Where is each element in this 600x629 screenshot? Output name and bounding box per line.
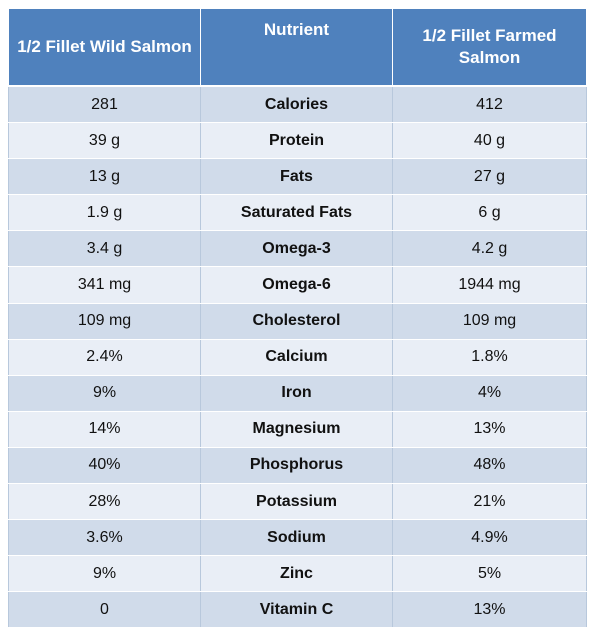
table-row: 3.6% Sodium 4.9% [8, 519, 587, 557]
wild-salmon-value: 0 [8, 591, 201, 629]
table-row: 39 g Protein 40 g [8, 122, 587, 160]
wild-salmon-value: 9% [8, 555, 201, 593]
farmed-salmon-value: 13% [392, 410, 587, 448]
farmed-salmon-value: 1.8% [392, 338, 587, 376]
wild-salmon-value: 3.6% [8, 519, 201, 557]
nutrient-name: Sodium [200, 519, 393, 557]
table-row: 2.4% Calcium 1.8% [8, 338, 587, 376]
table-row: 14% Magnesium 13% [8, 410, 587, 448]
nutrient-name: Cholesterol [200, 302, 393, 340]
wild-salmon-value: 40% [8, 446, 201, 485]
nutrient-name: Calories [200, 85, 393, 124]
table-header: 1/2 Fillet Wild Salmon Nutrient 1/2 Fill… [8, 8, 587, 87]
wild-salmon-value: 281 [8, 85, 201, 124]
wild-salmon-value: 341 mg [8, 266, 201, 304]
table-row: 28% Potassium 21% [8, 483, 587, 521]
farmed-salmon-value: 4% [392, 374, 587, 412]
wild-salmon-value: 13 g [8, 158, 201, 196]
farmed-salmon-value: 13% [392, 591, 587, 629]
farmed-salmon-value: 4.2 g [392, 230, 587, 268]
table-row: 40% Phosphorus 48% [8, 446, 587, 485]
header-wild-salmon: 1/2 Fillet Wild Salmon [8, 8, 201, 87]
table-row: 281 Calories 412 [8, 85, 587, 124]
nutrient-name: Zinc [200, 555, 393, 593]
farmed-salmon-value: 1944 mg [392, 266, 587, 304]
farmed-salmon-value: 5% [392, 555, 587, 593]
farmed-salmon-value: 6 g [392, 194, 587, 232]
header-farmed-salmon: 1/2 Fillet Farmed Salmon [392, 8, 587, 87]
nutrient-name: Omega-6 [200, 266, 393, 304]
header-nutrient: Nutrient [200, 8, 393, 87]
wild-salmon-value: 9% [8, 374, 201, 412]
nutrient-name: Saturated Fats [200, 194, 393, 232]
nutrient-name: Fats [200, 158, 393, 196]
nutrition-comparison-table: 1/2 Fillet Wild Salmon Nutrient 1/2 Fill… [8, 8, 587, 629]
table-row: 13 g Fats 27 g [8, 158, 587, 196]
nutrient-name: Magnesium [200, 410, 393, 448]
wild-salmon-value: 14% [8, 410, 201, 448]
wild-salmon-value: 28% [8, 483, 201, 521]
nutrient-name: Phosphorus [200, 446, 393, 485]
table-row: 1.9 g Saturated Fats 6 g [8, 194, 587, 232]
wild-salmon-value: 3.4 g [8, 230, 201, 268]
table-row: 109 mg Cholesterol 109 mg [8, 302, 587, 340]
table-row: 0 Vitamin C 13% [8, 591, 587, 629]
table-body: 281 Calories 412 39 g Protein 40 g 13 g Fats 27 … [8, 85, 587, 629]
nutrition-comparison-table-container: 1/2 Fillet Wild Salmon Nutrient 1/2 Fill… [8, 8, 587, 629]
farmed-salmon-value: 48% [392, 446, 587, 485]
farmed-salmon-value: 412 [392, 85, 587, 124]
header-row: 1/2 Fillet Wild Salmon Nutrient 1/2 Fill… [8, 8, 587, 87]
wild-salmon-value: 109 mg [8, 302, 201, 340]
farmed-salmon-value: 21% [392, 483, 587, 521]
wild-salmon-value: 2.4% [8, 338, 201, 376]
nutrient-name: Vitamin C [200, 591, 393, 629]
table-row: 3.4 g Omega-3 4.2 g [8, 230, 587, 268]
farmed-salmon-value: 27 g [392, 158, 587, 196]
wild-salmon-value: 1.9 g [8, 194, 201, 232]
nutrient-name: Protein [200, 122, 393, 160]
table-row: 9% Iron 4% [8, 374, 587, 412]
nutrient-name: Iron [200, 374, 393, 412]
table-row: 9% Zinc 5% [8, 555, 587, 593]
table-row: 341 mg Omega-6 1944 mg [8, 266, 587, 304]
farmed-salmon-value: 4.9% [392, 519, 587, 557]
nutrient-name: Omega-3 [200, 230, 393, 268]
wild-salmon-value: 39 g [8, 122, 201, 160]
farmed-salmon-value: 109 mg [392, 302, 587, 340]
farmed-salmon-value: 40 g [392, 122, 587, 160]
nutrient-name: Calcium [200, 338, 393, 376]
nutrient-name: Potassium [200, 483, 393, 521]
